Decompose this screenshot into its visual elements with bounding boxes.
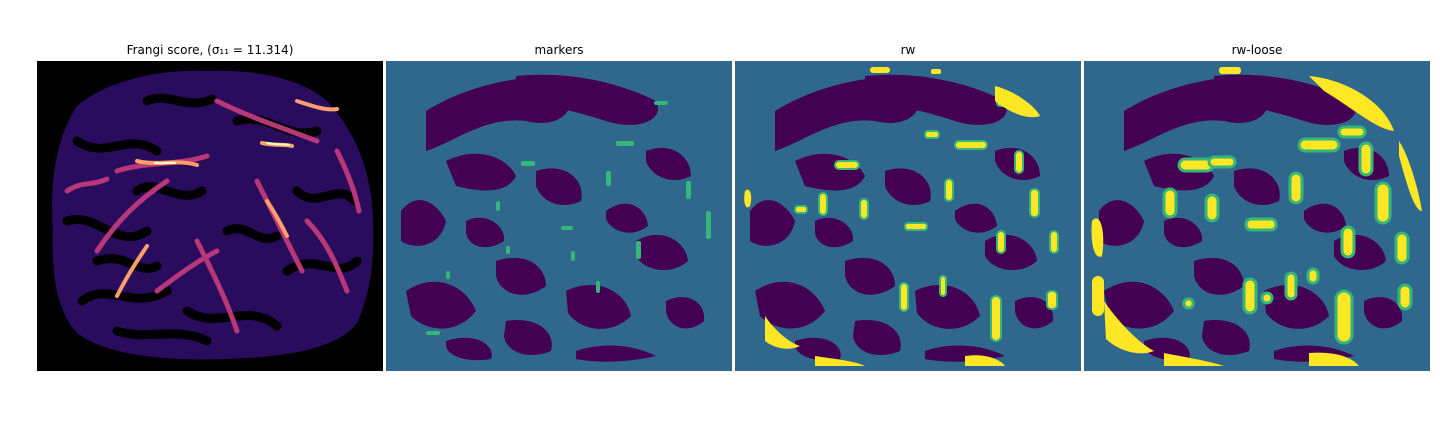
- rw-loose-image: [1084, 61, 1430, 371]
- panel-title-frangi: Frangi score, (σ₁₁ = 11.314): [126, 43, 294, 57]
- panel-title-markers: markers: [534, 43, 584, 57]
- markers-svg: [386, 61, 732, 371]
- panel-title-rw: rw: [900, 43, 916, 57]
- frangi-score-image: [37, 61, 383, 371]
- rw-loose-svg: [1084, 61, 1430, 371]
- markers-tissue-blobs: [401, 74, 705, 362]
- frangi-score-svg: [37, 61, 383, 371]
- rw-image: [735, 61, 1081, 371]
- frangi-peak-vessels: [154, 142, 290, 165]
- panel-title-rw-loose: rw-loose: [1231, 43, 1283, 57]
- rw-loose-vessel-segments: [1162, 125, 1413, 345]
- markers-image: [386, 61, 732, 371]
- rw-loose-tissue-blobs: [1099, 74, 1403, 362]
- frangi-vessel-responses: [64, 98, 362, 334]
- rw-border-segments: [744, 67, 1040, 366]
- markers-vessel-seeds: [426, 101, 711, 335]
- rw-loose-border-segments: [1091, 67, 1422, 366]
- rw-svg: [735, 61, 1081, 371]
